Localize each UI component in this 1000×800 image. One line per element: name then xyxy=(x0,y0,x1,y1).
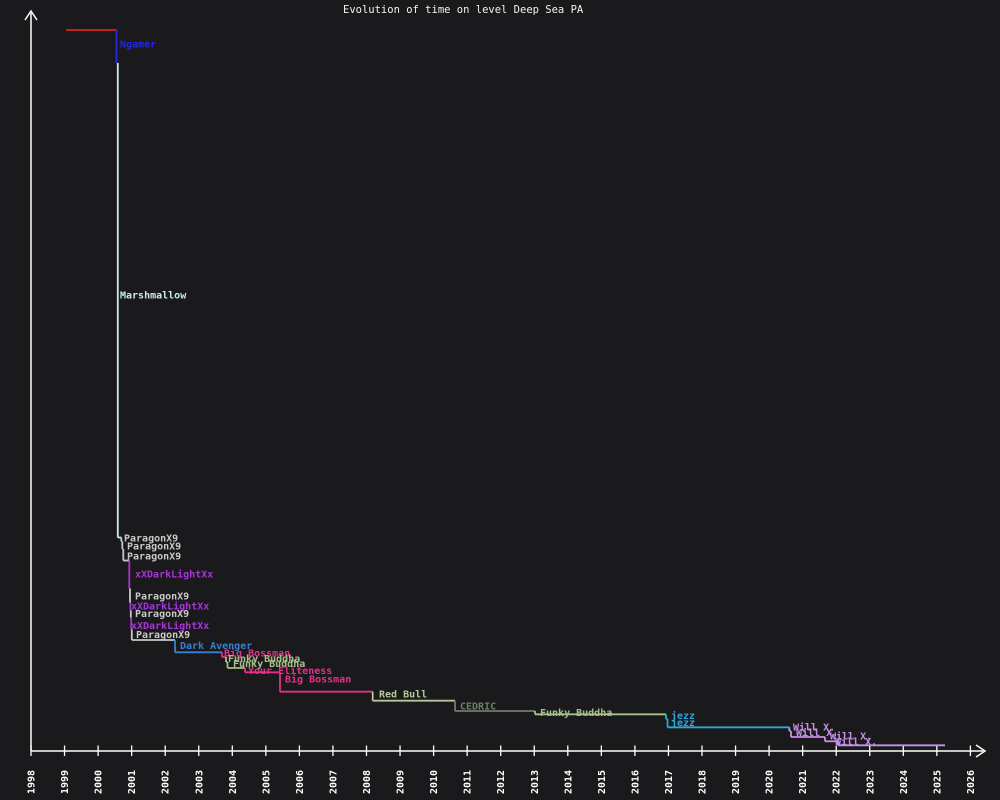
x-tick-label: 1999 xyxy=(60,770,71,794)
player-label: CEDRIC xyxy=(460,702,496,713)
x-tick-label: 2016 xyxy=(630,770,641,794)
player-label: Will X. xyxy=(830,731,872,743)
player-label: ParagonX9 xyxy=(127,542,181,553)
player-label: jezz xyxy=(671,717,695,729)
x-tick-label: 2020 xyxy=(765,770,776,794)
player-label: Dark Avenger xyxy=(180,641,252,652)
x-tick-label: 2012 xyxy=(496,770,507,794)
player-label: Ngamer xyxy=(120,40,156,51)
x-tick-label: 2026 xyxy=(966,770,977,794)
x-tick-label: 2009 xyxy=(396,770,407,794)
player-label: Red Bull xyxy=(379,690,427,701)
x-tick-label: 2011 xyxy=(463,770,474,794)
record-path-layer xyxy=(66,29,945,747)
x-tick-label: 2006 xyxy=(295,770,306,794)
player-label: Will X. xyxy=(796,727,838,739)
player-label: ParagonX9 xyxy=(135,592,189,603)
player-label: Your Eliteness xyxy=(248,665,332,677)
x-tick-label: 2004 xyxy=(228,770,239,794)
player-label: ParagonX9 xyxy=(136,630,190,641)
x-tick-label: 2018 xyxy=(698,770,709,794)
x-tick-label: 2008 xyxy=(362,770,373,794)
x-tick-label: 1998 xyxy=(27,770,38,794)
player-label: Will X. xyxy=(835,736,877,748)
player-label: jezz xyxy=(671,710,695,722)
x-tick-label: 2014 xyxy=(563,770,574,794)
x-tick-label: 2015 xyxy=(597,770,608,794)
x-tick-label: 2024 xyxy=(899,770,910,794)
player-label: Big Bossman xyxy=(285,674,351,686)
y-axis-arrow-icon xyxy=(24,9,38,21)
player-label: ParagonX9 xyxy=(124,534,178,545)
x-tick-label: 2022 xyxy=(832,770,843,794)
chart-title: Evolution of time on level Deep Sea PA xyxy=(343,4,584,16)
player-label: Funky Buddha xyxy=(233,659,305,670)
x-tick-label: 2007 xyxy=(328,770,339,794)
x-tick-label: 2010 xyxy=(429,770,440,794)
player-label: Funky Buddha xyxy=(540,708,612,719)
x-tick-label: 2023 xyxy=(865,770,876,794)
x-tick-label: 2017 xyxy=(664,770,675,794)
player-label: xXDarkLightXx xyxy=(135,569,213,581)
x-axis-arrow-icon xyxy=(975,744,987,758)
axes-layer xyxy=(24,9,987,758)
x-tick-label: 2001 xyxy=(127,770,138,794)
x-ticks-layer: 1998 1999 2000 2001 2002 2003 2004 2005 2006 2007… xyxy=(27,745,977,794)
player-label: ParagonX9 xyxy=(135,609,189,620)
x-tick-label: 2002 xyxy=(161,770,172,794)
x-tick-label: 2019 xyxy=(731,770,742,794)
player-label: Big Bossman xyxy=(224,648,290,660)
player-label: Marshmallow xyxy=(120,291,187,302)
x-tick-label: 2003 xyxy=(194,770,205,794)
x-tick-label: 2000 xyxy=(94,770,105,794)
x-tick-label: 2021 xyxy=(798,770,809,794)
x-tick-label: 2025 xyxy=(932,770,943,794)
player-labels-layer: NgamerMarshmallowParagonX9ParagonX9Parag… xyxy=(120,40,877,749)
player-label: xXDarkLightXx xyxy=(131,601,209,613)
x-tick-label: 2013 xyxy=(530,770,541,794)
player-label: Will X. xyxy=(793,722,835,734)
x-tick-label: 2005 xyxy=(261,770,272,794)
player-label: Funky Buddha xyxy=(228,654,300,665)
player-label: xXDarkLightXx xyxy=(131,620,209,632)
player-label: ParagonX9 xyxy=(127,552,181,563)
